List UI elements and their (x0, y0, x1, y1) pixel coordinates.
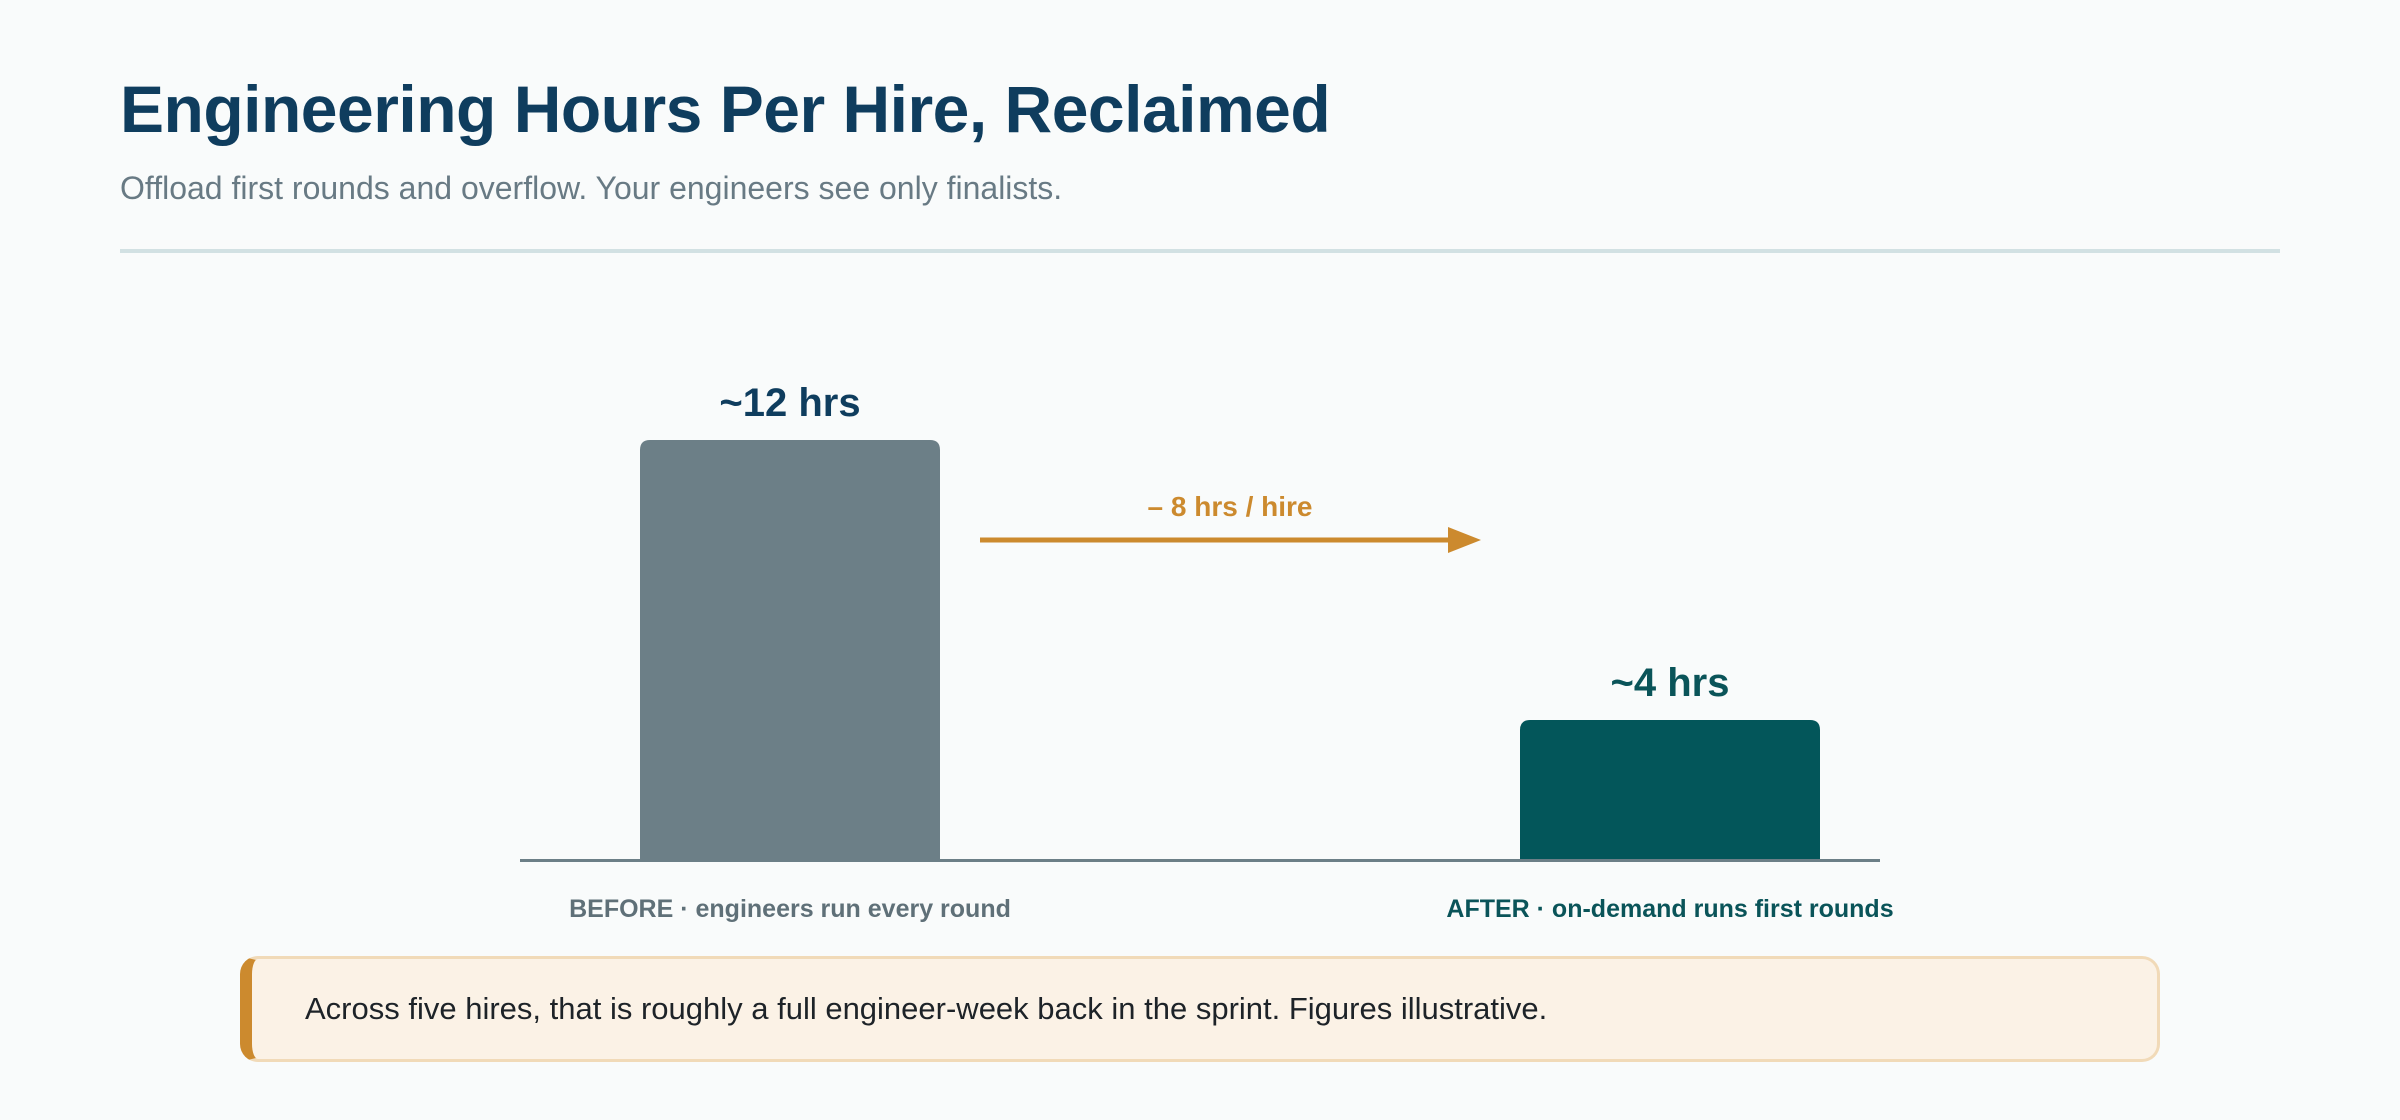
bar-chart: ~12 hrs BEFORE · engineers run every roun… (520, 381, 1894, 923)
reduction-arrow-head (1448, 527, 1481, 553)
reduction-annotation: – 8 hrs / hire (1148, 491, 1313, 522)
callout-text: Across five hires, that is roughly a ful… (305, 991, 1548, 1026)
header-divider (120, 249, 2280, 253)
value-label-0: ~12 hrs (719, 381, 860, 425)
page-title: Engineering Hours Per Hire, Reclaimed (120, 72, 1331, 146)
category-label-1: AFTER · on-demand runs first rounds (1446, 895, 1893, 923)
category-label-0: BEFORE · engineers run every round (569, 895, 1011, 923)
value-label-1: ~4 hrs (1611, 661, 1730, 705)
page-subtitle: Offload first rounds and overflow. Your … (120, 170, 1063, 206)
callout-box: Across five hires, that is roughly a ful… (240, 956, 2160, 1062)
bar-0 (640, 440, 940, 860)
bar-1 (1520, 720, 1820, 860)
